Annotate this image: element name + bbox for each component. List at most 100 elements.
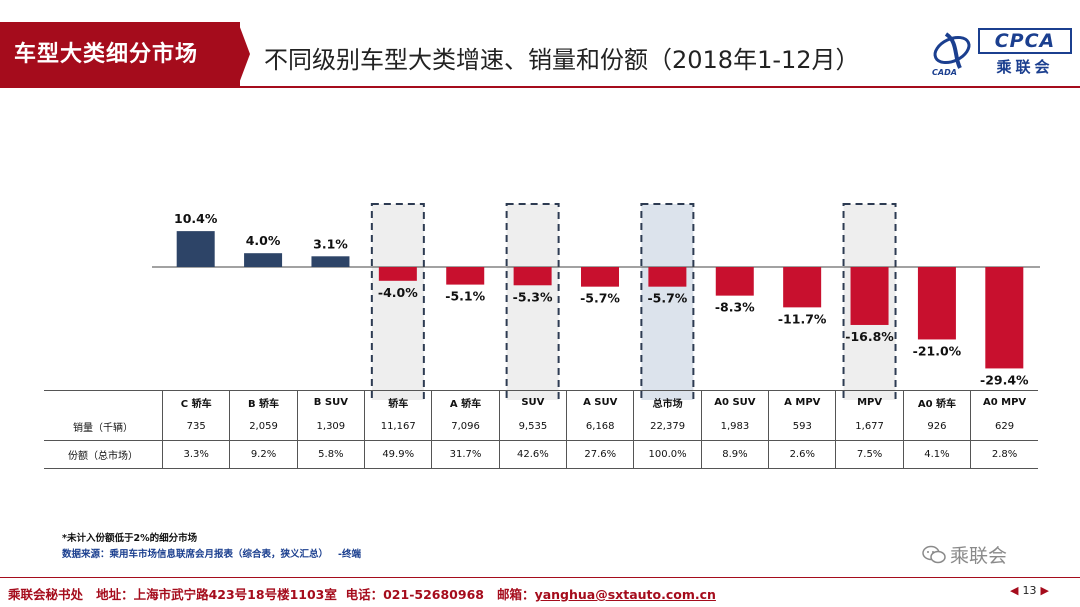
bar-7 bbox=[648, 267, 687, 287]
footer-phone-label: 电话： bbox=[345, 587, 384, 602]
source-suffix: -终端 bbox=[338, 549, 361, 560]
table-header-cell: 总市场 bbox=[633, 390, 702, 413]
bar-value-label-10: -16.8% bbox=[845, 329, 894, 344]
table-cell: 1,983 bbox=[700, 413, 769, 441]
table-header-cell: A 轿车 bbox=[431, 390, 500, 413]
table-cell: 2.6% bbox=[768, 440, 836, 469]
table-header-cell: A SUV bbox=[566, 390, 634, 413]
table-cell: 629 bbox=[970, 413, 1038, 441]
section-tab bbox=[0, 22, 240, 86]
watermark-text: 乘联会 bbox=[950, 545, 1008, 567]
cpca-logo: CPCA 乘联会 CADA bbox=[932, 24, 1074, 80]
table-cell: 27.6% bbox=[566, 440, 634, 469]
header-divider bbox=[0, 86, 1080, 88]
bar-6 bbox=[581, 267, 619, 287]
highlight-box-3 bbox=[370, 203, 425, 400]
table-row-share: 份额（总市场） 3.3% 9.2% 5.8% 49.9% 31.7% 42.6% 27.6% 1… bbox=[44, 440, 1038, 469]
bar-4 bbox=[446, 267, 485, 285]
bar-3 bbox=[378, 267, 417, 281]
highlight-box-5 bbox=[505, 203, 560, 400]
table-cell: 22,379 bbox=[633, 413, 702, 441]
logo-mark-icon bbox=[933, 32, 971, 69]
bar-2 bbox=[311, 256, 350, 267]
bar-8 bbox=[715, 267, 754, 296]
footer-email-label: 邮箱： bbox=[497, 587, 535, 602]
table-cell: 593 bbox=[768, 413, 836, 441]
table-header-cell: A MPV bbox=[768, 390, 836, 413]
table-header-cell: A0 轿车 bbox=[902, 390, 971, 413]
table-cell: 8.9% bbox=[700, 440, 769, 469]
growth-bar-chart: 10.4% 4.0% 3.1% -4.0% -5.1% -5.3% -5.7% -5.7% -8… bbox=[152, 203, 1040, 400]
table-cell: 7,096 bbox=[431, 413, 500, 441]
bar-value-label-6: -5.7% bbox=[580, 291, 620, 306]
bar-10 bbox=[850, 267, 889, 325]
table-header-cell: A0 MPV bbox=[970, 390, 1038, 413]
footer-email-link[interactable]: yanghua@sxtauto.com.cn bbox=[534, 587, 716, 602]
table-cell: 6,168 bbox=[566, 413, 634, 441]
table-cell: 2,059 bbox=[229, 413, 298, 441]
table-cell: 42.6% bbox=[498, 440, 567, 469]
table-header-cell: B SUV bbox=[296, 390, 365, 413]
highlight-box-7 bbox=[640, 203, 695, 400]
table-cell: 100.0% bbox=[633, 440, 702, 469]
bar-value-label-9: -11.7% bbox=[778, 311, 827, 326]
footer-divider bbox=[0, 577, 1080, 578]
page-title: 不同级别车型大类增速、销量和份额（2018年1-12月） bbox=[264, 46, 860, 74]
table-cell: 1,677 bbox=[835, 413, 904, 441]
bar-value-label-0: 10.4% bbox=[174, 211, 218, 226]
source-text: 数据来源：乘用车市场信息联席会月报表（综合表，狭义汇总） bbox=[62, 549, 329, 560]
bar-value-label-4: -5.1% bbox=[445, 289, 485, 304]
table-cell: 735 bbox=[161, 413, 230, 441]
table-row-volume: 销量（千辆） 735 2,059 1,309 11,167 7,096 9,535 6,168… bbox=[44, 413, 1038, 441]
table-cell: 9,535 bbox=[498, 413, 567, 441]
table-cell: 2.8% bbox=[970, 440, 1038, 469]
table-cell: 49.9% bbox=[364, 440, 432, 469]
table-header-cell: A0 SUV bbox=[700, 390, 769, 413]
bar-value-label-1: 4.0% bbox=[246, 233, 281, 248]
table-cell: 1,309 bbox=[296, 413, 365, 441]
wechat-icon bbox=[922, 545, 946, 564]
footer: 乘联会秘书处 地址：上海市武宁路423号18号楼1103室 电话：021-526… bbox=[8, 584, 716, 603]
logo-abbr: CPCA bbox=[978, 28, 1072, 54]
bar-value-label-2: 3.1% bbox=[313, 236, 348, 251]
next-page-icon[interactable]: ▶ bbox=[1040, 584, 1049, 597]
footnote-source: 数据来源：乘用车市场信息联席会月报表（综合表，狭义汇总） -终端 bbox=[62, 547, 361, 563]
table-cell: 9.2% bbox=[229, 440, 298, 469]
pager: ◀ 13 ▶ bbox=[1008, 584, 1051, 597]
prev-page-icon[interactable]: ◀ bbox=[1010, 584, 1019, 597]
footer-phone: 021-52680968 bbox=[383, 587, 484, 602]
bar-9 bbox=[783, 267, 822, 308]
bar-value-label-7: -5.7% bbox=[647, 291, 687, 306]
table-header-cell: 轿车 bbox=[364, 390, 432, 413]
bar-5 bbox=[513, 267, 552, 286]
bar-0 bbox=[176, 231, 215, 267]
data-table: C 轿车 B 轿车 B SUV 轿车 A 轿车 SUV A SUV 总市场 A0 SUV A MP… bbox=[44, 390, 1038, 469]
footer-address: 上海市武宁路423号18号楼1103室 bbox=[133, 587, 337, 602]
footer-org: 乘联会秘书处 bbox=[8, 587, 84, 602]
bar-1 bbox=[244, 253, 283, 267]
logo-cn-name: 乘联会 bbox=[996, 58, 1054, 76]
table-cell: 11,167 bbox=[364, 413, 432, 441]
table-row-label: 销量（千辆） bbox=[73, 423, 133, 434]
table-cell: 31.7% bbox=[431, 440, 500, 469]
table-header-row: C 轿车 B 轿车 B SUV 轿车 A 轿车 SUV A SUV 总市场 A0 SUV A MP… bbox=[44, 390, 1038, 413]
table-header-cell: SUV bbox=[498, 390, 567, 413]
bar-value-label-3: -4.0% bbox=[378, 285, 418, 300]
table-header-cell: B 轿车 bbox=[229, 390, 298, 413]
table-header-cell: C 轿车 bbox=[161, 390, 230, 413]
section-tab-label: 车型大类细分市场 bbox=[14, 42, 199, 67]
bar-value-label-11: -21.0% bbox=[913, 343, 962, 358]
table-row-label: 份额（总市场） bbox=[44, 440, 163, 469]
wechat-watermark: 乘联会 bbox=[922, 541, 1007, 568]
page-number: 13 bbox=[1022, 584, 1037, 597]
footnotes: *未计入份额低于2%的细分市场 数据来源：乘用车市场信息联席会月报表（综合表，狭… bbox=[62, 531, 361, 563]
logo-small-text: CADA bbox=[932, 68, 957, 77]
table-cell: 7.5% bbox=[835, 440, 904, 469]
bar-value-label-5: -5.3% bbox=[513, 289, 553, 304]
table-cell: 5.8% bbox=[296, 440, 365, 469]
bar-value-label-8: -8.3% bbox=[715, 300, 755, 315]
table-cell: 3.3% bbox=[161, 440, 230, 469]
table-header-cell: MPV bbox=[835, 390, 904, 413]
table-cell: 926 bbox=[902, 413, 971, 441]
table-corner bbox=[44, 390, 163, 413]
